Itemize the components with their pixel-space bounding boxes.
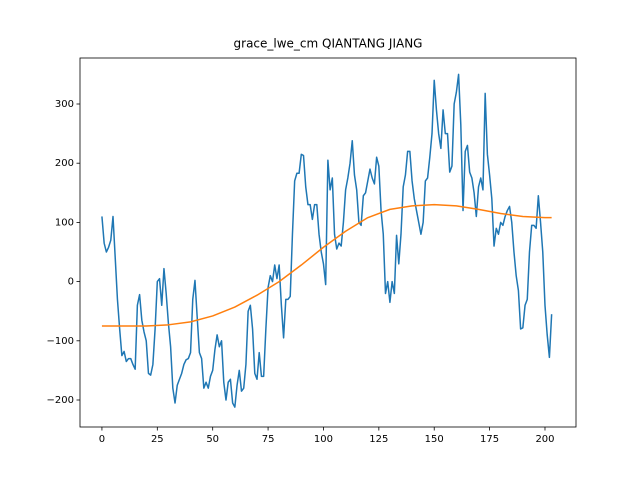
y-tick-label: −100 (47, 336, 74, 347)
x-tick-label: 100 (314, 434, 333, 445)
y-tick-label: −200 (47, 395, 74, 406)
x-tick-label: 50 (206, 434, 219, 445)
y-tick-label: 100 (55, 217, 74, 228)
x-tick-label: 25 (151, 434, 164, 445)
y-tick-label: 0 (68, 277, 74, 288)
x-tick-label: 200 (535, 434, 554, 445)
data-line (101, 203, 552, 327)
x-tick-label: 175 (480, 434, 499, 445)
x-tick-label: 150 (425, 434, 444, 445)
x-tick-label: 75 (262, 434, 275, 445)
chart-title: grace_lwe_cm QIANTANG JIANG (234, 37, 423, 51)
x-tick-label: 0 (99, 434, 105, 445)
y-tick-label: 200 (55, 158, 74, 169)
plot-frame (79, 57, 577, 428)
x-tick-label: 125 (369, 434, 388, 445)
data-line (101, 73, 553, 408)
y-tick-label: 300 (55, 99, 74, 110)
